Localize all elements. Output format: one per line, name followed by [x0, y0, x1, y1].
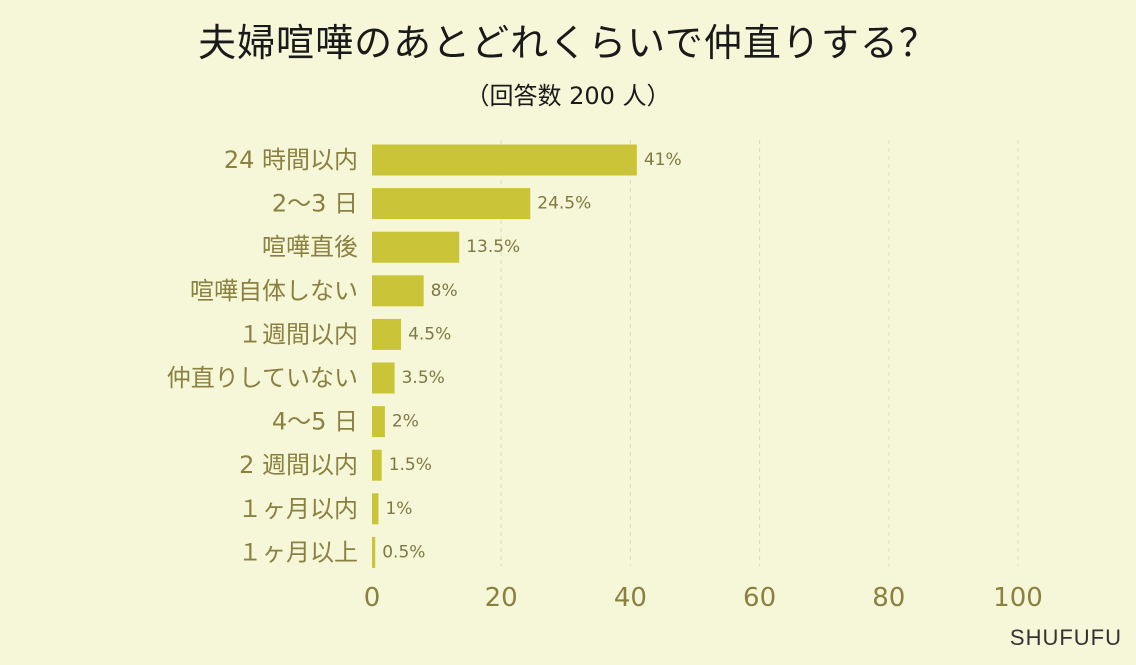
- x-tick-label: 80: [872, 583, 905, 613]
- value-label: 8%: [431, 281, 458, 301]
- bar: [372, 318, 402, 350]
- bar: [372, 275, 424, 307]
- value-label: 3.5%: [402, 368, 445, 388]
- category-label: 2～3 日: [272, 190, 358, 218]
- bar: [372, 406, 385, 438]
- x-tick-label: 0: [364, 583, 381, 613]
- value-label: 1%: [385, 499, 412, 519]
- bar: [372, 362, 395, 394]
- x-tick-label: 20: [485, 583, 518, 613]
- bar: [372, 144, 637, 176]
- chart-title: 夫婦喧嘩のあとどれくらいで仲直りする？: [198, 21, 938, 65]
- value-label: 13.5%: [466, 237, 520, 257]
- value-label: 41%: [644, 150, 682, 170]
- value-label: 1.5%: [389, 455, 432, 475]
- category-label: 仲直りしていない: [167, 364, 358, 392]
- bar: [372, 231, 460, 263]
- category-label: １週間以内: [238, 320, 358, 348]
- bar: [372, 536, 376, 568]
- value-label: 4.5%: [408, 324, 451, 344]
- category-label: 2 週間以内: [239, 451, 358, 479]
- x-tick-label: 100: [993, 583, 1043, 613]
- bar: [372, 188, 531, 220]
- category-label: 喧嘩自体しない: [190, 277, 358, 305]
- bar: [372, 493, 379, 525]
- category-label: １ヶ月以上: [238, 538, 358, 566]
- brand-label: SHUFUFU: [1009, 625, 1122, 650]
- category-label: 4～5 日: [272, 408, 358, 436]
- value-label: 24.5%: [537, 194, 591, 214]
- value-label: 0.5%: [382, 542, 425, 562]
- category-label: 喧嘩直後: [262, 233, 358, 261]
- chart-subtitle: （回答数 200 人）: [465, 82, 671, 110]
- x-tick-label: 40: [614, 583, 647, 613]
- category-label: 24 時間以内: [224, 146, 358, 174]
- value-label: 2%: [392, 412, 419, 432]
- x-tick-label: 60: [743, 583, 776, 613]
- category-label: １ヶ月以内: [238, 495, 358, 523]
- bar: [372, 449, 382, 481]
